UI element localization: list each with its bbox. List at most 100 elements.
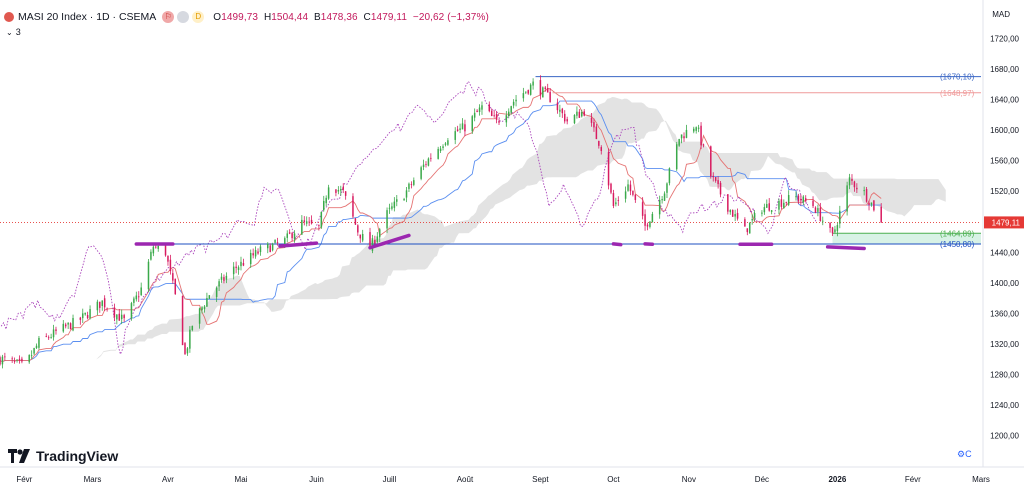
candle-body [181,295,184,346]
candle-body [576,111,578,116]
candle [666,182,668,198]
candle-body [427,158,430,166]
candle-body [354,218,357,225]
ohlc-values: O1499,73 H1504,44 B1478,36 C1479,11 −20,… [213,11,489,23]
candle-body [276,242,279,244]
candle-body [627,184,629,191]
candle [69,322,72,330]
candle-body [634,194,637,200]
candle-body [232,266,235,275]
candle-body [542,87,544,98]
candle [444,141,447,147]
candle [539,75,542,100]
candle [525,91,527,95]
compare-icon[interactable] [177,11,190,23]
delayed-data-badge[interactable]: D [192,11,205,23]
candle [310,215,313,225]
candle [454,127,456,145]
candle [498,118,500,125]
candle-body [335,189,337,193]
tradingview-logo[interactable]: TradingView [8,448,118,464]
candle [359,234,362,243]
candle [21,356,23,364]
candle-body [69,323,72,330]
candle-body [237,267,240,270]
candle-body [172,273,174,281]
candle [848,173,851,190]
candle [761,210,763,217]
candle [242,258,245,267]
candle-body [490,110,493,117]
price-tick-label: 1320,00 [990,340,1019,349]
candle [337,186,340,195]
level-label: (1670,10) [940,73,975,82]
candle-body [378,229,381,238]
candle-body [595,126,598,140]
candle [388,203,391,214]
candle [352,193,354,219]
candle [45,333,48,338]
candle-body [641,202,644,216]
candle-body [52,329,55,338]
candle-body [508,111,510,117]
candle [293,230,296,243]
candle-body [215,287,218,298]
candle [583,109,585,117]
candle [340,185,342,196]
candle-body [695,127,697,131]
candle [719,180,722,198]
candle [561,107,564,118]
candle [573,114,576,125]
candle [461,118,464,130]
candle-body [67,322,69,325]
candle-body [45,336,48,337]
flag-icon[interactable]: ⚐ [162,11,175,23]
candle [191,325,194,332]
candle-body [561,108,564,114]
price-tick-label: 1360,00 [990,309,1019,318]
candle-body [600,147,603,151]
indicators-toggle[interactable]: ⌄ 3 [6,27,21,37]
candle-body [206,298,208,307]
candle [430,153,432,162]
candle-body [583,111,585,116]
candle-body [189,329,191,349]
candle [510,105,512,115]
candle-body [693,128,695,132]
candle [617,196,620,206]
candle-body [64,324,67,327]
candle-body [293,233,296,240]
candle-body [0,357,1,365]
price-tick-label: 1200,00 [990,431,1019,440]
candle [0,355,1,366]
candle-body [267,243,269,249]
candle-body [201,307,203,311]
candle [522,87,525,102]
candle-body [646,224,649,227]
candle [84,312,86,316]
candle-body [408,183,410,189]
candle-body [218,281,220,287]
candle [208,295,211,299]
candle-body [481,105,483,110]
symbol-title[interactable]: MASI 20 Index · 1D · CSEMA [18,11,157,23]
candle-body [454,131,456,140]
timezone-settings-icon[interactable]: ⚙C [957,449,972,459]
candle-body [305,221,308,224]
candle [361,229,364,243]
candle-body [658,199,661,215]
candle-body [169,259,172,271]
candle [668,167,671,186]
candle-body [525,91,527,93]
candle-body [680,134,683,139]
candle-body [157,245,159,249]
candle-body [442,146,444,148]
candle [768,198,770,212]
candle-body [340,189,342,191]
candle-body [425,164,427,165]
candle-body [150,251,152,260]
price-tick-label: 1400,00 [990,279,1019,288]
candle [727,194,729,215]
candle [322,195,325,212]
